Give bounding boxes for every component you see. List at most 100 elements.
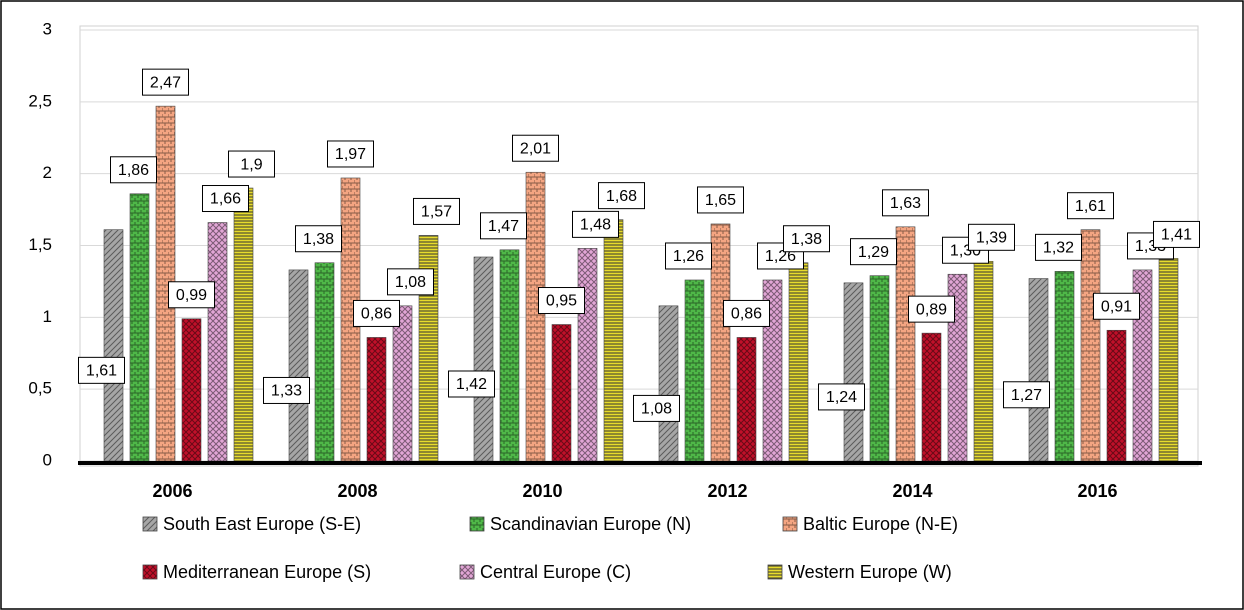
- data-label: 1,66: [210, 191, 241, 208]
- x-tick-label: 2010: [522, 481, 562, 501]
- data-label: 0,99: [176, 287, 207, 304]
- bar: [1080, 229, 1101, 462]
- data-label: 1,57: [421, 204, 452, 221]
- data-label-box: [110, 156, 157, 184]
- bar: [658, 305, 679, 462]
- y-tick-label: 1,5: [28, 235, 52, 254]
- x-axis: [78, 461, 1202, 465]
- data-label-box: [572, 210, 619, 238]
- legend-label: Scandinavian Europe (N): [490, 514, 691, 534]
- y-tick-label: 3: [43, 19, 52, 38]
- data-label-box: [697, 186, 744, 214]
- data-label-box: [448, 370, 495, 398]
- bar: [207, 222, 228, 462]
- data-label-box: [665, 242, 712, 270]
- data-label: 1,27: [1011, 387, 1042, 404]
- bar: [843, 282, 864, 462]
- data-label: 1,41: [1161, 227, 1192, 244]
- data-label: 0,89: [916, 301, 947, 318]
- bar: [1158, 258, 1179, 462]
- data-label: 1,97: [335, 146, 366, 163]
- legend-marker: [782, 516, 798, 532]
- bar: [788, 262, 809, 462]
- data-label-box: [327, 140, 374, 168]
- legend-marker: [469, 516, 485, 532]
- data-label-box: [387, 268, 434, 296]
- bar: [603, 219, 624, 462]
- x-tick-label: 2012: [707, 481, 747, 501]
- data-label: 1,24: [826, 389, 857, 406]
- x-tick-label: 2016: [1077, 481, 1117, 501]
- data-label-box: [968, 223, 1015, 251]
- legend-label: Baltic Europe (N-E): [803, 514, 958, 534]
- bar: [1028, 278, 1049, 462]
- bar: [233, 187, 254, 462]
- bar: [525, 171, 546, 462]
- bar: [1054, 271, 1075, 462]
- data-label: 0,91: [1101, 298, 1132, 315]
- y-tick-label: 0,5: [28, 379, 52, 398]
- data-label: 1,08: [641, 401, 672, 418]
- data-label: 1,9: [240, 156, 262, 173]
- legend-marker: [142, 516, 158, 532]
- data-label-box: [538, 287, 585, 315]
- bar: [103, 229, 124, 462]
- y-tick-label: 2,5: [28, 91, 52, 110]
- data-label-box: [512, 134, 559, 162]
- data-label-box: [1093, 292, 1140, 320]
- data-label: 1,26: [673, 248, 704, 265]
- x-tick-label: 2008: [337, 481, 377, 501]
- data-label: 0,86: [361, 306, 392, 323]
- bar: [577, 248, 598, 462]
- data-label: 1,33: [271, 383, 302, 400]
- y-tick-label: 2: [43, 163, 52, 182]
- data-label-box: [1003, 381, 1050, 409]
- data-label-box: [818, 383, 865, 411]
- data-label-box: [263, 376, 310, 404]
- legend-marker: [459, 564, 475, 580]
- bar: [366, 337, 387, 462]
- bar: [551, 324, 572, 462]
- data-label-box: [598, 182, 645, 210]
- y-tick-label: 0: [43, 450, 52, 469]
- data-label-box: [1035, 233, 1082, 261]
- data-label: 1,32: [1043, 240, 1074, 257]
- data-label-box: [783, 225, 830, 253]
- x-tick-label: 2006: [152, 481, 192, 501]
- legend-marker: [767, 564, 783, 580]
- data-label: 0,95: [546, 293, 577, 310]
- bar: [473, 256, 494, 462]
- x-tick-label: 2014: [892, 481, 932, 501]
- bar: [1106, 329, 1127, 462]
- data-label-box: [480, 212, 527, 240]
- data-label-box: [413, 197, 460, 225]
- bar: [181, 318, 202, 462]
- bar: [288, 269, 309, 462]
- y-tick-label: 1: [43, 307, 52, 326]
- data-label: 2,47: [150, 74, 181, 91]
- data-label-box: [202, 185, 249, 213]
- data-label-box: [228, 150, 275, 178]
- bar: [921, 332, 942, 462]
- legend-label: Central Europe (C): [480, 562, 631, 582]
- data-label: 1,26: [765, 248, 796, 265]
- data-label: 1,39: [976, 230, 1007, 247]
- bar: [973, 261, 994, 462]
- data-label: 1,61: [86, 363, 117, 380]
- data-label: 0,86: [731, 306, 762, 323]
- bar: [129, 193, 150, 462]
- data-label-box: [882, 189, 929, 217]
- data-label-box: [723, 299, 770, 327]
- data-label-box: [168, 281, 215, 309]
- bar: [710, 223, 731, 462]
- bar: [314, 262, 335, 462]
- bar: [499, 249, 520, 462]
- data-label: 1,65: [705, 192, 736, 209]
- data-label: 1,08: [395, 274, 426, 291]
- bar: [736, 337, 757, 462]
- data-label-box: [1153, 220, 1200, 248]
- data-label: 1,38: [791, 231, 822, 248]
- legend-label: South East Europe (S-E): [163, 514, 361, 534]
- data-label-box: [908, 295, 955, 323]
